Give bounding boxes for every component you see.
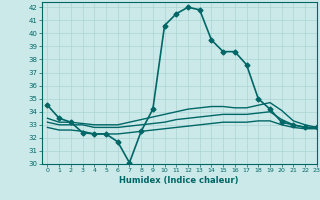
X-axis label: Humidex (Indice chaleur): Humidex (Indice chaleur) <box>119 176 239 185</box>
